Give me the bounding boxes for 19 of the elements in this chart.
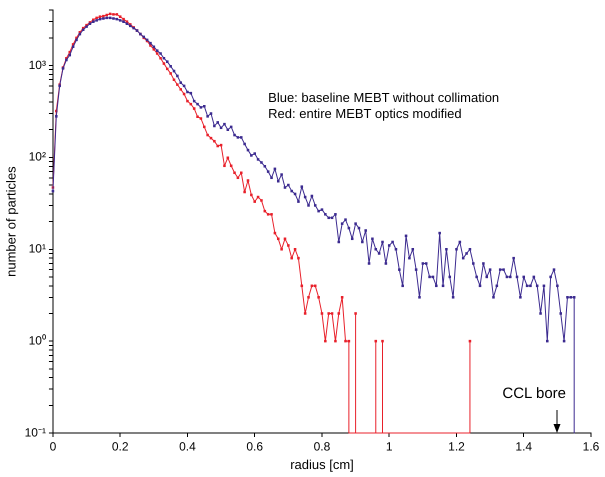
annotation: Red: entire MEBT optics modified <box>268 106 462 122</box>
x-tick-label: 0.2 <box>112 440 129 454</box>
y-tick-label: 10² <box>28 150 46 164</box>
x-tick-label: 1 <box>386 440 393 454</box>
x-tick-label: 0 <box>50 440 57 454</box>
annotation: CCL bore <box>502 385 566 402</box>
x-tick-label: 0.6 <box>246 440 264 454</box>
x-tick-label: 1.6 <box>582 440 600 454</box>
y-axis-title: number of particles <box>3 166 18 277</box>
x-axis-title: radius [cm] <box>290 456 354 472</box>
x-tick-label: 1.2 <box>448 440 466 454</box>
annotation: Blue: baseline MEBT without collimation <box>268 90 500 106</box>
y-tick-label: 10³ <box>28 58 46 72</box>
x-tick-label: 0.8 <box>314 440 331 454</box>
y-tick-label: 10⁰ <box>28 333 46 348</box>
y-tick-label: 10¹ <box>28 242 46 256</box>
y-tick-label: 10⁻¹ <box>24 425 46 440</box>
x-tick-label: 0.4 <box>179 440 196 454</box>
x-tick-label: 1.4 <box>515 440 532 454</box>
